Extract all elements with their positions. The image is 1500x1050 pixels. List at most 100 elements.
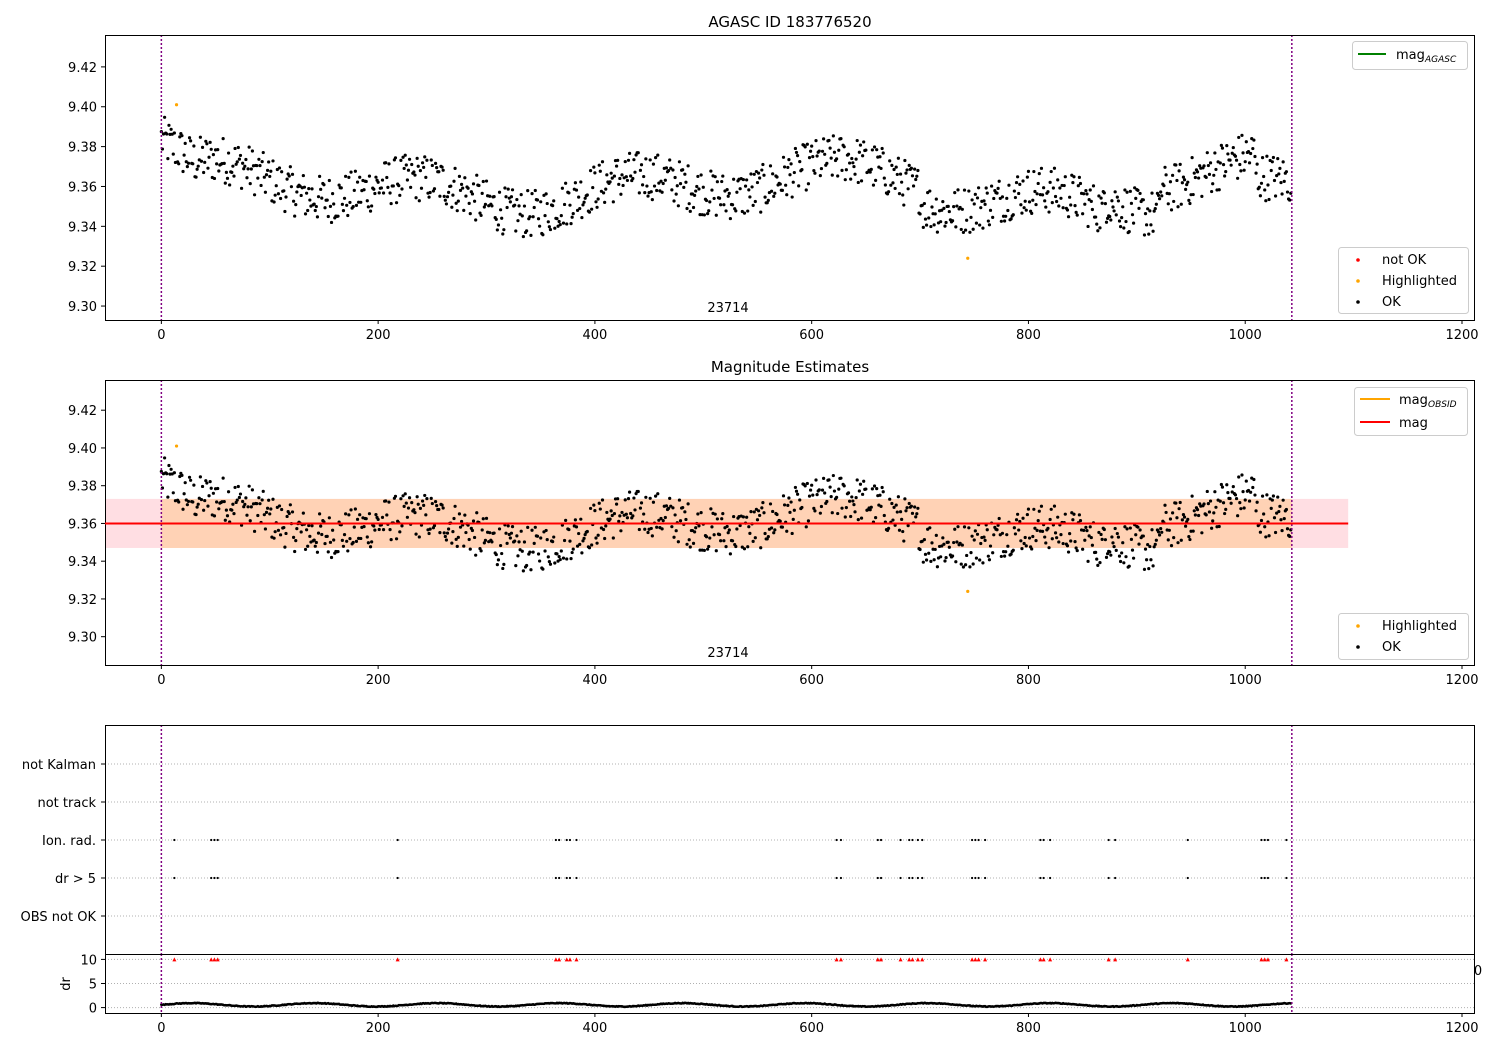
ok-point <box>397 184 401 188</box>
ok-point <box>819 504 824 509</box>
ok-point <box>1175 178 1179 183</box>
ok-point <box>763 531 767 536</box>
ok-point <box>585 529 589 534</box>
ok-point <box>1240 473 1244 477</box>
ok-point <box>668 158 672 162</box>
ok-point <box>1211 182 1215 186</box>
ok-point <box>470 192 475 196</box>
ok-point <box>661 519 665 523</box>
ok-point <box>868 170 872 174</box>
legend-mag-label: mag <box>1399 416 1428 431</box>
ok-point <box>1150 191 1154 195</box>
ok-point <box>1163 165 1167 169</box>
ok-point <box>202 170 206 175</box>
ok-point <box>1097 530 1101 535</box>
ok-point <box>1048 180 1052 184</box>
ok-point <box>252 193 257 197</box>
ok-point <box>1049 169 1053 174</box>
ok-point <box>921 560 925 564</box>
ok-point <box>1141 534 1145 538</box>
ok-point <box>1246 150 1251 154</box>
ok-point <box>956 188 960 192</box>
ok-point <box>903 158 907 163</box>
ok-point <box>975 196 980 200</box>
ok-point <box>763 195 767 199</box>
ok-point <box>273 193 277 197</box>
ok-point <box>623 159 627 164</box>
ok-point <box>808 149 813 153</box>
ok-point <box>624 512 628 516</box>
ok-point <box>1071 518 1075 522</box>
ok-point <box>451 530 455 534</box>
ok-point <box>1094 550 1098 555</box>
ok-point <box>1233 154 1238 158</box>
ok-point <box>394 537 399 541</box>
ok-point <box>594 536 598 540</box>
ok-point <box>997 179 1001 183</box>
ok-point <box>1089 199 1093 203</box>
ok-point <box>366 541 370 545</box>
ok-point <box>1094 215 1098 219</box>
ok-point <box>490 540 494 544</box>
ok-point <box>932 223 936 227</box>
ok-point <box>1241 151 1245 155</box>
ok-point <box>870 148 874 152</box>
ok-point <box>727 191 731 195</box>
ok-point <box>611 200 615 204</box>
ok-point <box>880 485 884 490</box>
ok-point <box>1169 208 1174 212</box>
ok-point <box>1031 534 1035 539</box>
ok-point <box>862 479 866 483</box>
ok-point <box>1214 167 1218 172</box>
ok-point <box>291 199 296 203</box>
legend-ok-label: OK <box>1382 295 1401 310</box>
x-tick-label: 600 <box>799 673 824 688</box>
ok-point <box>1044 541 1048 545</box>
ok-point <box>418 168 423 173</box>
ok-point <box>905 506 909 510</box>
ok-point <box>206 166 210 170</box>
ok-point <box>1037 509 1041 513</box>
ok-point <box>891 181 895 185</box>
ok-point <box>684 517 688 522</box>
ok-point <box>1259 518 1264 523</box>
ok-point <box>1164 173 1168 177</box>
ok-point <box>249 167 253 171</box>
ok-point <box>299 193 303 198</box>
ok-point <box>259 183 263 188</box>
ok-point <box>793 146 798 151</box>
ok-point <box>1223 511 1227 516</box>
ok-point <box>216 486 220 491</box>
ok-point <box>194 512 198 517</box>
ok-point <box>531 550 535 554</box>
ok-point <box>200 484 205 489</box>
ok-point <box>1081 212 1085 216</box>
flag-label: not Kalman <box>22 758 96 773</box>
ok-point <box>730 203 735 207</box>
ok-point <box>1231 145 1235 150</box>
ok-point <box>258 502 262 506</box>
ok-point <box>413 511 417 515</box>
ok-point <box>1022 541 1026 546</box>
ok-point <box>372 187 376 191</box>
ok-point <box>806 519 811 523</box>
ok-point <box>474 553 478 557</box>
ok-point <box>302 185 307 189</box>
ok-point <box>823 491 827 495</box>
ok-point <box>353 169 357 173</box>
ok-point <box>308 198 312 202</box>
x-tick-label: 800 <box>1016 328 1041 343</box>
ok-point <box>215 162 219 166</box>
ok-point <box>750 185 754 189</box>
ok-point <box>592 165 596 169</box>
ok-point <box>639 501 644 505</box>
ok-point <box>1219 143 1223 147</box>
y-tick-label: 9.30 <box>68 300 97 315</box>
ok-point <box>629 511 633 516</box>
ok-point <box>495 562 499 567</box>
ok-point <box>424 175 428 179</box>
ok-point <box>337 183 341 187</box>
ok-point <box>1014 180 1019 185</box>
y-tick-label: 9.34 <box>68 555 97 570</box>
ok-point <box>458 188 463 193</box>
